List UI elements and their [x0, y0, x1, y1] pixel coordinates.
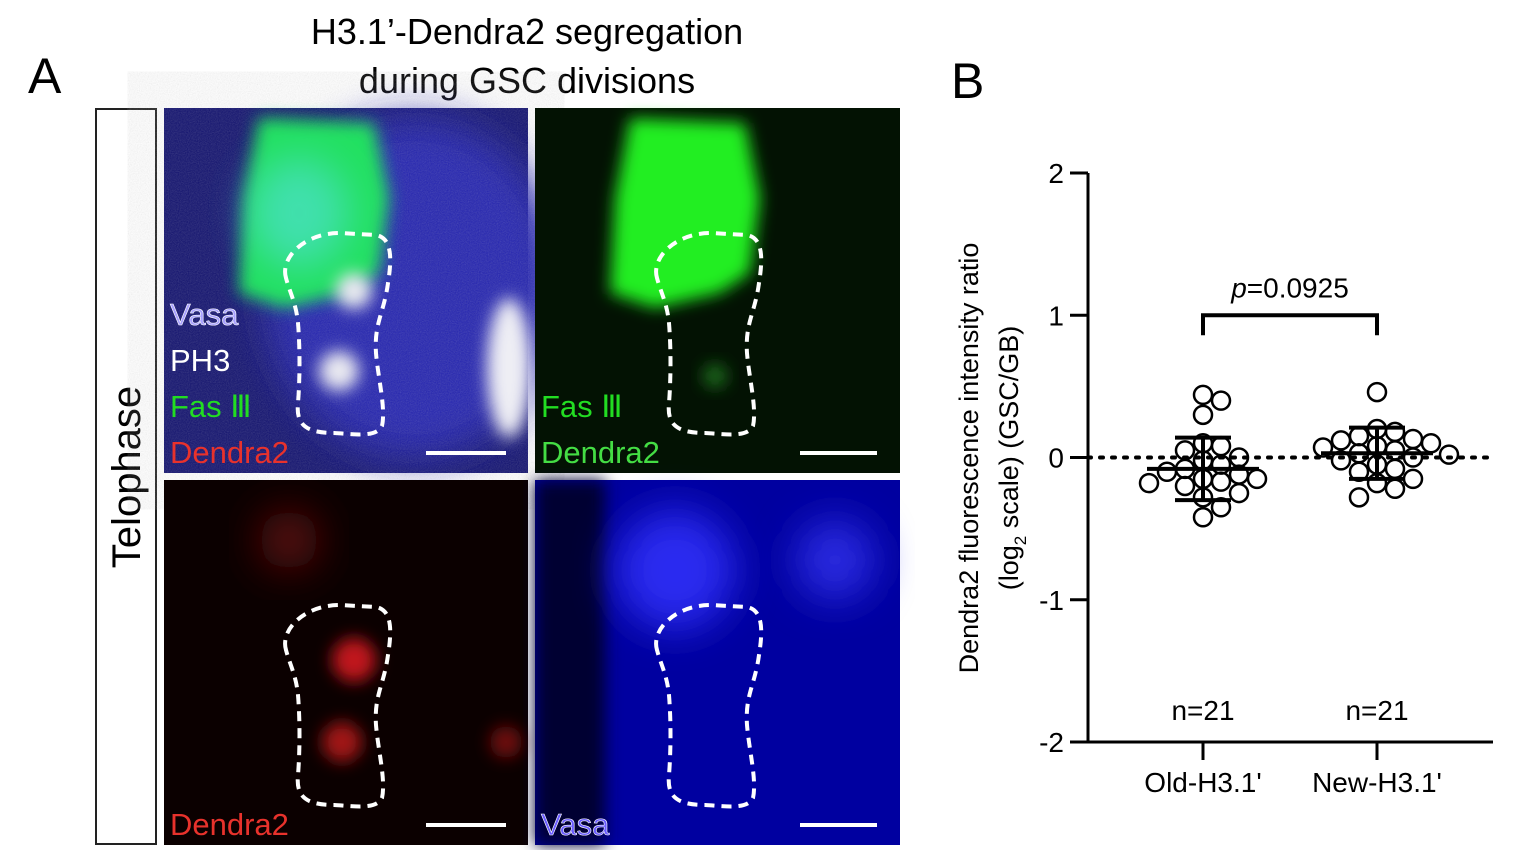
y-axis-label: Dendra2 fluorescence intensity ratio: [954, 243, 984, 674]
y-axis-label: (log2 scale) (GSC/GB): [994, 326, 1030, 591]
y-tick-label: 0: [1048, 443, 1064, 474]
data-point: [1192, 384, 1214, 406]
data-point: [1384, 421, 1406, 443]
chart: -2 -1 0 1 2 Dendra2 fluorescence intensity ra…: [954, 158, 1495, 798]
data-point: [1384, 478, 1406, 500]
y-axis-label-part: (log: [994, 545, 1024, 590]
n-label: n=21: [1171, 695, 1234, 726]
panel-letter: B: [951, 53, 984, 109]
title: during GSC divisions: [359, 60, 695, 101]
p-value: p=0.0925: [1230, 272, 1349, 303]
y-tick-label: -2: [1039, 727, 1064, 758]
y-tick-label: -1: [1039, 585, 1064, 616]
data-point: [1438, 444, 1460, 465]
data-point: [1330, 430, 1352, 451]
y-axis-label-part: 2: [1011, 536, 1030, 545]
y-tick-label: 2: [1048, 158, 1064, 189]
data-point: [1366, 381, 1388, 403]
data-point: [1138, 472, 1160, 494]
data-point: [1420, 433, 1442, 454]
data-point: [1246, 468, 1268, 490]
x-tick-label: New-H3.1': [1312, 767, 1442, 798]
y-tick-label: 1: [1048, 300, 1064, 331]
row-label-box: [95, 108, 157, 845]
data-point: [1402, 428, 1424, 450]
image-label: Vasa: [170, 297, 239, 332]
image-label: Vasa: [541, 807, 610, 842]
data-point: [1156, 461, 1178, 482]
image-label: Fas Ⅲ: [170, 389, 252, 424]
p-symbol: p: [1230, 272, 1247, 303]
significance-bracket: [1201, 313, 1379, 336]
data-point: [1210, 390, 1232, 411]
data-point: [1174, 475, 1196, 497]
data-point: [1312, 437, 1334, 458]
data-point: [1192, 404, 1214, 426]
image-labels: Vasa PH3 Fas Ⅲ Dendra2 Fas Ⅲ Dendra2 Dendra2 Va…: [170, 297, 660, 843]
image-label: Fas Ⅲ: [541, 389, 623, 424]
p-text: =0.0925: [1247, 272, 1349, 303]
image-green: [535, 108, 900, 473]
image-merge: [164, 108, 564, 473]
data-point: [1384, 458, 1406, 480]
data-point: [1402, 447, 1424, 468]
data-point: [1348, 425, 1370, 447]
image-label: Dendra2: [541, 435, 660, 470]
row-label: Telophase: [105, 386, 149, 568]
data-point: [1210, 435, 1232, 457]
image-blue: [535, 480, 900, 845]
data-point: [1384, 440, 1406, 461]
data-point: [1348, 487, 1370, 508]
panel-letter: A: [28, 48, 62, 104]
data-point: [1228, 482, 1250, 504]
data-point: [1402, 468, 1424, 490]
y-axis-label-part: scale) (GSC/GB): [994, 326, 1024, 536]
n-label: n=21: [1345, 695, 1408, 726]
image-label: Dendra2: [170, 435, 289, 470]
image-label: PH3: [170, 343, 230, 378]
image-red: [164, 480, 528, 845]
image-label: Dendra2: [170, 807, 289, 842]
x-tick-label: Old-H3.1': [1144, 767, 1261, 798]
title: H3.1’-Dendra2 segregation: [311, 11, 743, 52]
y-axis-label-part: Dendra2 fluorescence intensity ratio: [954, 243, 984, 674]
data-point: [1210, 471, 1232, 492]
data-point: [1192, 506, 1214, 528]
